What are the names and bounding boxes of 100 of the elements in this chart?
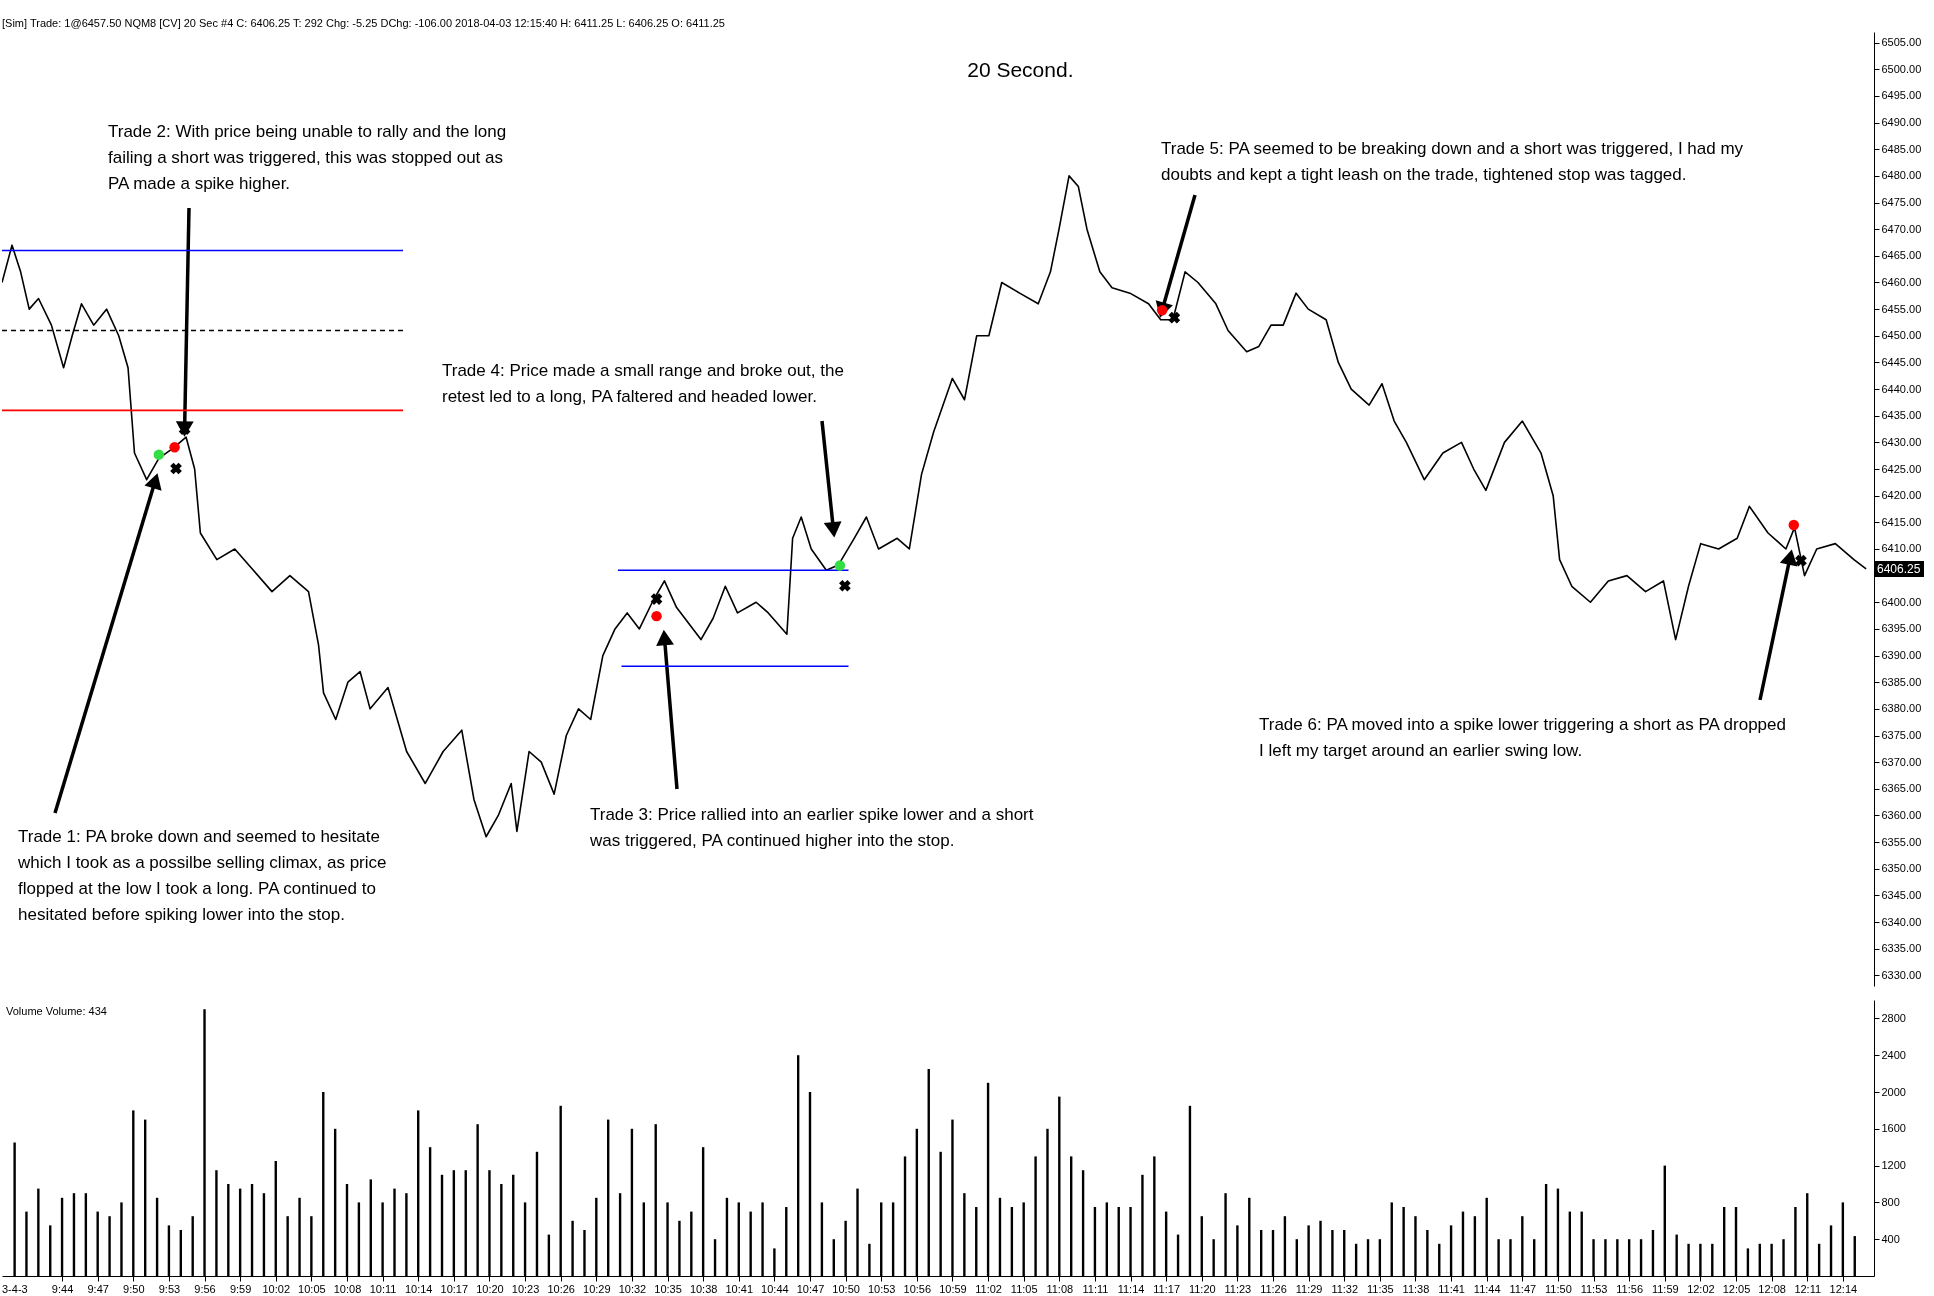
x-tick-label: 10:47 [796, 1282, 825, 1295]
x-tick-label: 12:14 [1829, 1282, 1858, 1295]
x-tick-label: 9:50 [123, 1282, 145, 1295]
x-tick-label: 11:20 [1188, 1282, 1216, 1295]
x-tick-label: 11:56 [1616, 1282, 1644, 1295]
y-tick-label: 800 [1881, 1195, 1900, 1208]
x-tick-label: 9:59 [229, 1282, 252, 1295]
y-tick-label: 6490.00 [1881, 116, 1922, 129]
y-tick-label: 6370.00 [1881, 755, 1922, 768]
x-tick-label: 10:35 [654, 1282, 682, 1295]
x-tick-label: 10:02 [262, 1282, 291, 1295]
x-tick-label: 11:47 [1509, 1282, 1537, 1295]
y-tick-label: 1600 [1881, 1122, 1906, 1135]
x-tick-label: 11:50 [1545, 1282, 1572, 1295]
y-tick-label: 6395.00 [1881, 622, 1922, 635]
y-tick-label: 6330.00 [1881, 968, 1922, 981]
x-tick-label: 10:32 [618, 1282, 647, 1295]
y-tick-label: 6360.00 [1881, 808, 1922, 821]
y-tick-label: 6380.00 [1881, 702, 1922, 715]
x-tick-label: 10:26 [547, 1282, 575, 1295]
x-tick-label: 10:17 [440, 1282, 469, 1295]
y-tick-label: 6425.00 [1881, 462, 1922, 475]
x-tick-label: 11:38 [1402, 1282, 1430, 1295]
annotation: Trade 2: With price being unable to rally and the long failing a short was triggered, this was stopped out as PA made a spike higher. [108, 122, 507, 193]
x-tick-label: 11:26 [1260, 1282, 1287, 1295]
annotation: Volume Volume: 434 [6, 1005, 107, 1017]
y-tick-label: 6475.00 [1881, 196, 1922, 209]
annotation: Trade 4: Price made a small range and broke out, the retest led to a long, PA faltered and headed lower. [442, 361, 844, 406]
y-tick-label: 6430.00 [1881, 435, 1922, 448]
y-tick-label: 6420.00 [1881, 489, 1922, 502]
x-tick-label: 12:11 [1794, 1282, 1822, 1295]
y-tick-label: 6460.00 [1881, 275, 1922, 288]
x-tick-label: 11:11 [1082, 1282, 1109, 1295]
x-tick-label: 11:32 [1331, 1282, 1359, 1295]
x-tick-label: 11:59 [1651, 1282, 1679, 1295]
x-tick-label: 10:59 [939, 1282, 967, 1295]
y-tick-label: 6435.00 [1881, 409, 1922, 422]
text: 20 Second. [967, 58, 1074, 81]
y-tick-label: 6485.00 [1881, 142, 1922, 155]
x-tick-label: 10:41 [725, 1282, 754, 1295]
x-tick-label: 10:53 [867, 1282, 896, 1295]
annotation: Trade 5: PA seemed to be breaking down and a short was triggered, I had my doubts and kept a tight leash on the trade, tightened stop was tagged. [1161, 139, 1744, 184]
x-tick-label: 10:08 [333, 1282, 362, 1295]
x-tick-label: 12:05 [1722, 1282, 1751, 1295]
x-tick-label: 12:08 [1758, 1282, 1786, 1295]
text: 6406.25 [1877, 562, 1921, 576]
y-tick-label: 2400 [1881, 1048, 1906, 1061]
x-tick-label: 10:11 [369, 1282, 397, 1295]
y-tick-label: 6375.00 [1881, 729, 1922, 742]
x-tick-label: 9:44 [51, 1282, 74, 1295]
point [834, 560, 846, 571]
point [1168, 311, 1181, 324]
y-tick-label: 6455.00 [1881, 302, 1922, 315]
x-tick-label: 11:53 [1580, 1282, 1608, 1295]
y-tick-label: 6400.00 [1881, 595, 1922, 608]
y-tick-label: 6365.00 [1881, 782, 1922, 795]
y-tick-label: 6340.00 [1881, 915, 1922, 928]
x-tick-label: 11:02 [975, 1282, 1002, 1295]
x-tick-label: 11:41 [1438, 1282, 1465, 1295]
point [651, 610, 662, 622]
y-tick-label: 6445.00 [1881, 355, 1922, 368]
annotation: Trade 6: PA moved into a spike lower triggering a short as PA dropped I left my target around an earlier swing low. [1259, 715, 1786, 760]
x-tick-label: 10:05 [298, 1282, 326, 1295]
y-tick-label: 6480.00 [1881, 169, 1922, 182]
y-tick-label: 6495.00 [1881, 89, 1922, 102]
point [839, 579, 851, 592]
annotation: Trade 3: Price rallied into an earlier spike lower and a short was triggered, PA continued higher into the stop. [589, 805, 1034, 850]
x-tick-label: 10:38 [689, 1282, 718, 1295]
y-tick-label: 6440.00 [1881, 382, 1922, 395]
y-tick-label: 6415.00 [1881, 515, 1922, 528]
y-tick-label: 6470.00 [1881, 222, 1922, 235]
x-tick-label: 9:53 [158, 1282, 181, 1295]
x-tick-label: 11:35 [1366, 1282, 1394, 1295]
x-tick-label: 10:29 [583, 1282, 611, 1295]
x-tick-label: 11:14 [1117, 1282, 1145, 1295]
x-tick-label: 11:17 [1153, 1282, 1181, 1295]
x-tick-label: 10:23 [511, 1282, 540, 1295]
y-tick-label: 6355.00 [1881, 835, 1922, 848]
x-tick-label: 11:44 [1473, 1282, 1501, 1295]
x-tick-label: 10:44 [761, 1282, 789, 1295]
x-tick-label: 12:02 [1687, 1282, 1715, 1295]
point [169, 441, 180, 453]
y-tick-label: 6465.00 [1881, 249, 1922, 262]
point [1795, 554, 1807, 567]
text: 3-4-3 [2, 1283, 28, 1295]
x-tick-label: 10:50 [832, 1282, 860, 1295]
x-tick-label: 10:14 [404, 1282, 433, 1295]
x-tick-label: 11:08 [1046, 1282, 1074, 1295]
text: [Sim] Trade: 1@6457.50 NQM8 [CV] 20 Sec #4 C: 6406.25 T: 292 Chg: -5.25 DChg: -106.00 2018-04-03 12:15:40 H: 6411.25 L: 6406.25 O: 6411.25 [2, 17, 725, 29]
x-tick-label: 9:47 [87, 1282, 109, 1295]
y-tick-label: 6335.00 [1881, 942, 1922, 955]
x-tick-label: 11:05 [1010, 1282, 1038, 1295]
x-tick-label: 11:23 [1224, 1282, 1252, 1295]
y-tick-label: 400 [1881, 1232, 1900, 1245]
x-tick-label: 10:20 [476, 1282, 504, 1295]
y-tick-label: 6385.00 [1881, 675, 1922, 688]
y-tick-label: 6345.00 [1881, 888, 1922, 901]
y-tick-label: 6390.00 [1881, 649, 1922, 662]
y-tick-label: 1200 [1881, 1159, 1906, 1172]
y-tick-label: 6410.00 [1881, 542, 1922, 555]
